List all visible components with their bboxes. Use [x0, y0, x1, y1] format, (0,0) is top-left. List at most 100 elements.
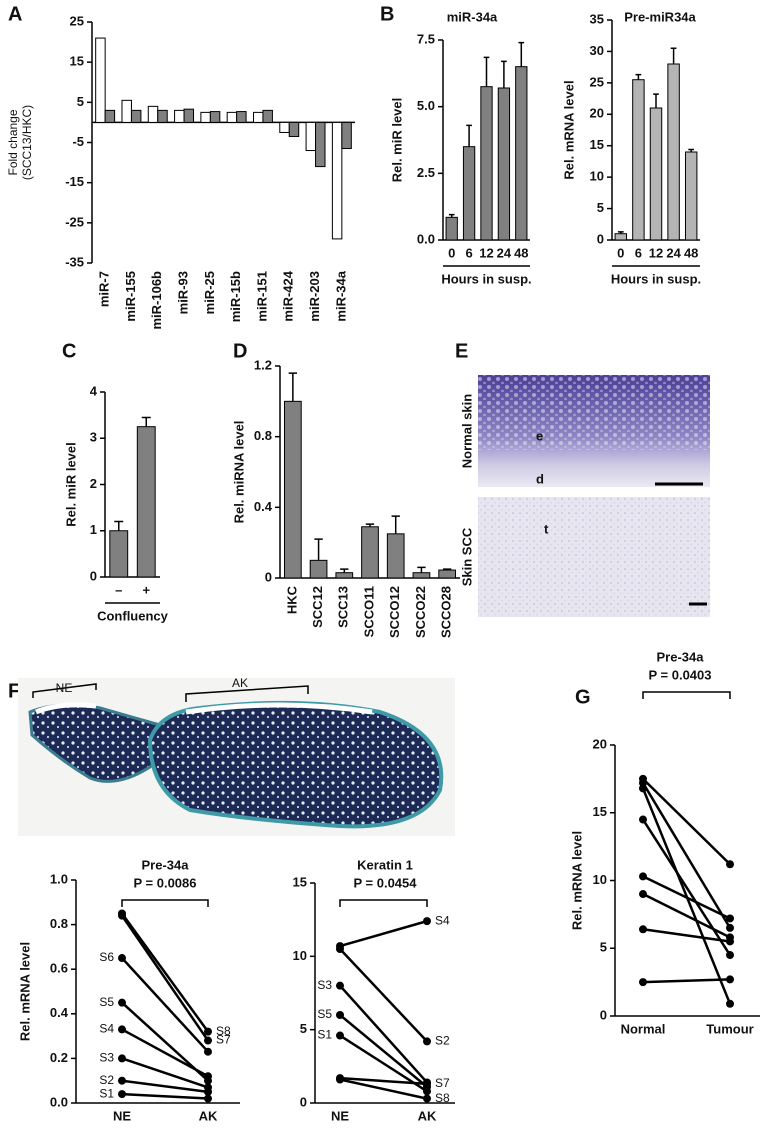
series-label: S3: [317, 978, 332, 992]
series-label: S3: [99, 1051, 114, 1065]
x-tick-label: NE: [113, 1108, 131, 1123]
bar: [288, 121, 300, 137]
error-bar: [314, 538, 323, 561]
bar: [309, 559, 328, 579]
series-label: S8: [216, 1024, 231, 1038]
y-tick-label: 2: [90, 476, 97, 491]
panel-letter: D: [233, 340, 247, 362]
y-tick-label: 0.0: [417, 231, 435, 246]
error-bar: [670, 47, 677, 64]
point: [639, 784, 647, 793]
p-value: P = 0.0086: [133, 875, 196, 890]
annotation: t: [544, 521, 549, 536]
y-tick-label: 1.2: [254, 357, 272, 372]
series-label: S2: [99, 1073, 114, 1087]
y-tick-label: 5.0: [417, 98, 435, 113]
bar: [147, 105, 159, 123]
y-tick-label: 5: [597, 200, 604, 215]
annotation: d: [536, 471, 544, 486]
point: [336, 945, 344, 953]
series-label: S7: [216, 1033, 231, 1047]
x-tick-label: miR-106b: [149, 271, 164, 330]
cell-texture: [478, 497, 710, 617]
bar: [335, 572, 354, 579]
pair-line: [339, 1076, 428, 1086]
point: [204, 1094, 212, 1103]
panel-letter: F: [8, 680, 20, 702]
error-bar: [501, 60, 507, 88]
image-label: Normal skin: [459, 394, 474, 468]
x-tick-label: +: [142, 582, 150, 597]
pair-line: [120, 912, 210, 1033]
bracket: [32, 683, 97, 698]
chart-title: Pre-miR34a: [624, 9, 696, 24]
significance-bracket: [121, 899, 209, 907]
bar: [305, 121, 317, 152]
bar: [209, 111, 221, 123]
y-tick-label: -25: [65, 214, 84, 229]
pair-line: [642, 978, 731, 984]
y-tick-label: 5: [600, 940, 607, 955]
point: [423, 1087, 431, 1096]
bar: [236, 111, 247, 123]
error-bar: [114, 520, 124, 531]
bar: [462, 146, 476, 241]
y-tick-label: 15: [593, 804, 607, 819]
bracket: [185, 685, 309, 702]
x-tick-label: miR-93: [175, 271, 190, 314]
y-axis-label: Rel. mRNA level: [561, 80, 576, 179]
x-tick-label: miR-7: [97, 271, 112, 307]
bar: [252, 111, 264, 123]
point: [118, 954, 126, 963]
series-label: S1: [99, 1086, 114, 1100]
y-tick-label: 20: [590, 106, 604, 121]
y-tick-label: 4: [90, 383, 98, 398]
y-tick-label: -15: [65, 174, 84, 189]
point: [726, 951, 734, 960]
x-tick-label: AK: [199, 1108, 218, 1123]
bar: [200, 111, 211, 123]
bar: [95, 37, 106, 123]
point: [118, 998, 126, 1007]
y-tick-label: 1.0: [50, 871, 68, 886]
point: [726, 923, 734, 932]
panel-letter: A: [8, 3, 22, 25]
point: [639, 925, 647, 934]
error-bar: [483, 56, 490, 87]
error-bar: [466, 124, 472, 147]
panel-letter: B: [380, 3, 394, 25]
bar: [632, 79, 645, 241]
x-tick-label: 48: [684, 245, 698, 260]
y-tick-label: 3: [90, 430, 97, 445]
x-tick-label: SCC13: [336, 586, 351, 628]
series-label: S8: [435, 1091, 450, 1105]
point: [639, 978, 647, 987]
y-tick-label: 1: [90, 522, 97, 537]
pair-line: [641, 818, 732, 956]
y-tick-label: 0.4: [50, 1005, 69, 1020]
bar: [412, 572, 431, 579]
x-tick-label: Normal: [621, 1021, 666, 1036]
y-tick-label: 30: [590, 43, 604, 58]
point: [118, 1076, 126, 1085]
x-tick-label: 0: [448, 245, 455, 260]
bar: [183, 108, 195, 123]
point: [726, 975, 734, 984]
x-tick-label: 0: [617, 245, 624, 260]
x-tick-label: miR-155: [123, 271, 138, 322]
y-tick-label: 0: [597, 231, 604, 246]
p-value: P = 0.0454: [353, 875, 417, 890]
x-tick-label: 24: [497, 245, 512, 260]
bar: [361, 526, 379, 579]
pair-line: [121, 1092, 209, 1100]
bar: [684, 151, 698, 241]
point: [336, 1011, 344, 1019]
significance-bracket: [339, 899, 428, 907]
point: [423, 1079, 431, 1088]
keratin-layer: [185, 702, 373, 715]
series-label: S2: [435, 1034, 450, 1048]
error-bar: [141, 416, 151, 427]
y-tick-label: 15: [590, 137, 604, 152]
point: [336, 981, 344, 990]
bar: [386, 533, 405, 579]
